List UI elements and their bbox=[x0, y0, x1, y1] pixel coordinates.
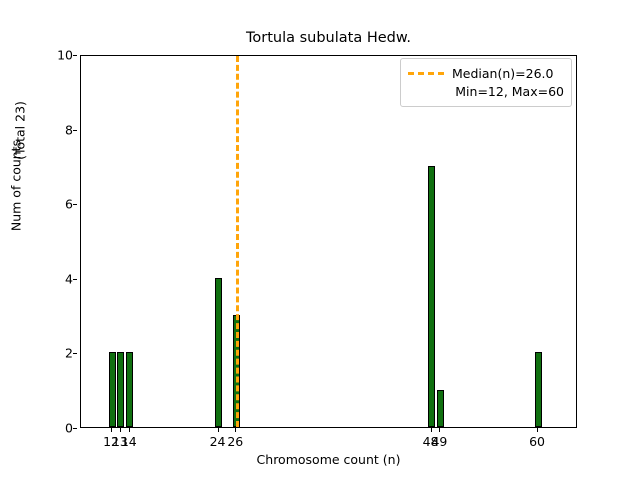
y-tick-mark bbox=[73, 278, 77, 280]
x-tick-label: 48 bbox=[422, 434, 439, 449]
legend-label-minmax: Min=12, Max=60 bbox=[455, 83, 564, 99]
y-tick-label: 4 bbox=[65, 271, 73, 287]
y-tick-mark bbox=[73, 55, 77, 56]
x-tick-label: 13 bbox=[111, 434, 128, 449]
median-line-layer bbox=[81, 56, 576, 427]
x-tick-mark bbox=[119, 428, 121, 432]
y-tick-mark bbox=[73, 353, 77, 355]
x-tick-label: 26 bbox=[227, 434, 244, 449]
dashed-line-icon bbox=[408, 66, 444, 80]
chart-title: Tortula subulata Hedw. bbox=[245, 30, 412, 46]
x-tick-mark bbox=[439, 428, 441, 432]
legend-entry-minmax: Min=12, Max=60 bbox=[408, 82, 564, 100]
y-tick-label: 8 bbox=[65, 122, 73, 138]
x-tick-mark bbox=[430, 428, 432, 432]
x-tick-mark bbox=[235, 428, 237, 432]
legend-label-median: Median(n)=26.0 bbox=[452, 65, 554, 81]
x-tick-label: 49 bbox=[431, 434, 448, 449]
y-tick-mark bbox=[73, 129, 77, 131]
y-tick-mark bbox=[73, 428, 77, 429]
y-axis-total-label: (Total 23) bbox=[12, 101, 28, 160]
bar bbox=[117, 352, 125, 427]
x-tick-label: 14 bbox=[120, 434, 137, 449]
bar bbox=[126, 352, 134, 427]
plot-area bbox=[80, 55, 577, 428]
x-tick-mark bbox=[111, 428, 113, 432]
bar bbox=[108, 352, 116, 427]
x-tick-label: 12 bbox=[103, 434, 120, 449]
x-tick-mark bbox=[217, 428, 219, 432]
x-axis-label: Chromosome count (n) bbox=[256, 452, 401, 467]
bar bbox=[534, 352, 542, 427]
bar bbox=[215, 277, 223, 427]
x-axis-ticks: 12 13 14 24 26 48 49 60 bbox=[80, 428, 577, 454]
bar bbox=[436, 389, 444, 427]
y-tick-label: 6 bbox=[65, 196, 73, 212]
x-tick-label: 60 bbox=[529, 434, 546, 449]
y-axis-ticks: 0 2 4 6 8 10 bbox=[47, 48, 77, 436]
y-tick-label: 0 bbox=[65, 420, 73, 436]
bar bbox=[428, 165, 436, 427]
legend: Median(n)=26.0 Min=12, Max=60 bbox=[400, 58, 572, 107]
x-tick-label: 24 bbox=[209, 434, 226, 449]
median-line bbox=[236, 56, 240, 427]
x-tick-mark bbox=[537, 428, 539, 432]
y-tick-label: 10 bbox=[57, 47, 73, 63]
legend-entry-median: Median(n)=26.0 bbox=[408, 64, 564, 82]
x-tick-mark bbox=[128, 428, 130, 432]
y-tick-mark bbox=[73, 204, 77, 206]
y-tick-label: 2 bbox=[65, 345, 73, 361]
